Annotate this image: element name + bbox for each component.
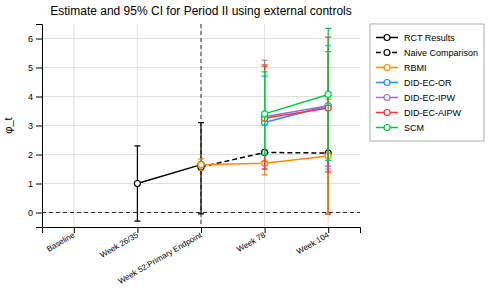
series xyxy=(198,65,331,214)
series-line xyxy=(265,94,329,113)
y-tick-label: 6 xyxy=(28,34,33,44)
legend-entry: DID-EC-OR xyxy=(376,78,452,88)
legend-entry: SCM xyxy=(376,123,424,133)
plot: Baseline Week 26/35Week 52:Primary Endpoi… xyxy=(28,24,361,286)
y-tick-mark xyxy=(36,184,42,185)
series xyxy=(134,123,204,222)
series xyxy=(262,46,332,169)
x-tick: Week 104 xyxy=(295,227,331,256)
legend-entry: DID-EC-AIPW xyxy=(376,108,462,118)
y-tick: 2 xyxy=(28,150,42,160)
y-tick-label: 5 xyxy=(28,63,33,73)
series-line xyxy=(265,106,329,123)
point xyxy=(325,91,331,97)
error-bar xyxy=(262,60,268,162)
x-tick-mark xyxy=(74,227,75,233)
y-tick-label: 0 xyxy=(28,208,33,218)
x-axis-line xyxy=(43,228,361,234)
legend-entry: DID-EC-IPW xyxy=(376,93,455,103)
legend-label: RCT Results xyxy=(404,33,455,43)
x-tick-mark xyxy=(328,227,329,233)
x-tick-mark xyxy=(201,227,202,233)
point xyxy=(262,111,268,117)
x-tick-label: Week 104 xyxy=(295,230,331,256)
legend-marker xyxy=(384,35,390,41)
series-line xyxy=(265,108,329,118)
y-tick-label: 3 xyxy=(28,121,33,131)
chart: Baseline Week 26/35Week 52:Primary Endpoi… xyxy=(0,0,500,307)
legend: RCT Results Naive Comparison RBMI DID-EC-OR… xyxy=(370,24,484,141)
legend-label: DID-EC-OR xyxy=(404,78,452,88)
y-tick-mark xyxy=(36,213,42,214)
y-tick-label: 1 xyxy=(28,179,33,189)
legend-marker xyxy=(384,110,390,116)
y-axis-line xyxy=(36,25,43,228)
legend-marker xyxy=(384,65,390,71)
y-tick-mark xyxy=(36,39,42,40)
error-bar xyxy=(262,65,268,175)
x-tick-mark xyxy=(137,227,138,233)
error-bar xyxy=(198,167,204,214)
legend-entry: RCT Results xyxy=(376,33,455,43)
legend-entry: Naive Comparison xyxy=(376,48,478,58)
y-tick: 4 xyxy=(28,92,42,102)
point xyxy=(198,162,204,168)
x-tick: Week 26/35 xyxy=(98,227,140,260)
x-tick: Week 78 xyxy=(235,227,267,254)
marks xyxy=(42,24,360,227)
legend-marker xyxy=(384,80,390,86)
y-tick-mark xyxy=(36,155,42,156)
title: Estimate and 95% CI for Period II using … xyxy=(50,4,351,18)
series xyxy=(262,52,332,169)
y-tick: 3 xyxy=(28,121,42,131)
y-tick: 5 xyxy=(28,63,42,73)
legend-marker xyxy=(384,95,390,101)
legend-marker xyxy=(384,50,390,56)
x-grid-line xyxy=(73,24,74,227)
y-axis-title: φ_t xyxy=(2,117,14,133)
x-axis: Baseline Week 26/35Week 52:Primary Endpoi… xyxy=(43,227,361,286)
y-tick-mark xyxy=(36,126,42,127)
y-tick: 6 xyxy=(28,34,42,44)
x-tick-mark xyxy=(265,227,266,233)
legend-marker xyxy=(384,125,390,131)
legend-frame xyxy=(370,24,484,141)
x-tick-label: Week 26/35 xyxy=(98,230,140,259)
y-tick-label: 2 xyxy=(28,150,33,160)
legend-label: DID-EC-IPW xyxy=(404,93,455,103)
y-tick-label: 4 xyxy=(28,92,33,102)
x-tick-label: Week 78 xyxy=(235,230,267,254)
y-tick: 1 xyxy=(28,179,42,189)
error-bar xyxy=(262,66,268,169)
x-tick: Week 52:Primary Endpoint xyxy=(117,227,204,286)
error-bar xyxy=(262,72,268,155)
series-line xyxy=(137,165,201,184)
error-bar xyxy=(325,28,331,160)
legend-entry: RBMI xyxy=(376,63,427,73)
point xyxy=(134,181,140,187)
legend-label: DID-EC-AIPW xyxy=(404,108,462,118)
legend-label: SCM xyxy=(404,123,424,133)
legend-label: Naive Comparison xyxy=(404,48,478,58)
y-tick-mark xyxy=(36,68,42,69)
grid xyxy=(42,24,360,227)
x-tick: Baseline xyxy=(45,227,77,254)
legend-label: RBMI xyxy=(404,63,427,73)
series xyxy=(262,37,332,172)
x-tick-label: Week 52:Primary Endpoint xyxy=(117,230,204,286)
x-tick-label: Baseline xyxy=(45,230,77,253)
error-bar xyxy=(134,146,140,221)
point xyxy=(198,162,204,168)
error-bar xyxy=(198,159,204,171)
y-tick: 0 xyxy=(28,208,42,218)
y-axis: 0 1 2 3 4 5 6 xyxy=(28,25,43,228)
series xyxy=(262,28,332,160)
y-tick-mark xyxy=(36,97,42,98)
